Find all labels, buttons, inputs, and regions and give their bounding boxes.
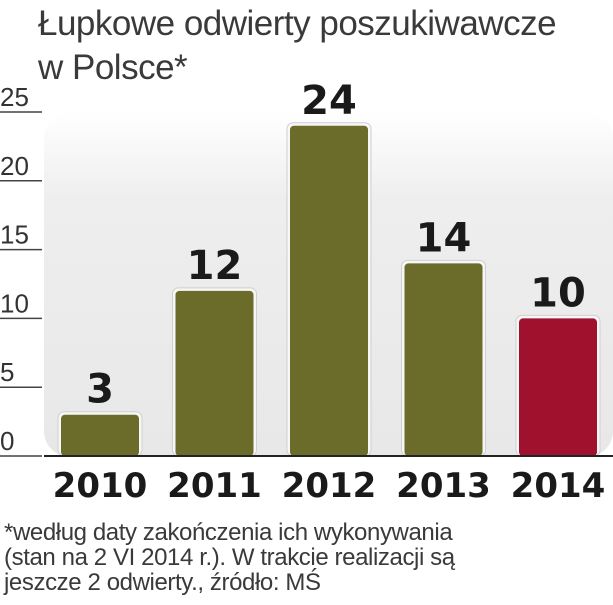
y-tick-label: 15 — [0, 220, 29, 250]
footnote-line1: *według daty zakończenia ich wykonywania — [4, 519, 453, 546]
footnote-line3: jeszcze 2 odwierty., źródło: MŚ — [4, 569, 321, 596]
chart-title-line1: Łupkowe odwierty poszukiwawcze — [38, 4, 557, 43]
x-tick-label-2014: 2014 — [511, 466, 606, 506]
y-tick-label: 20 — [0, 151, 29, 181]
x-tick-label-2010: 2010 — [53, 466, 148, 506]
footnote-line2: (stan na 2 VI 2014 r.). W trakcie realiz… — [4, 544, 455, 571]
y-tick-label: 5 — [0, 357, 14, 387]
y-tick-label: 10 — [0, 288, 29, 318]
bar-2011 — [175, 290, 254, 456]
bar-2013 — [404, 263, 483, 456]
footnote: *według daty zakończenia ich wykonywania… — [4, 520, 609, 595]
bar-2012 — [290, 125, 368, 456]
x-tick-label-2011: 2011 — [167, 466, 262, 506]
y-tick-label: 25 — [0, 82, 29, 112]
bar-2010 — [61, 414, 139, 456]
data-label-2014: 10 — [530, 270, 586, 316]
x-tick-label-2013: 2013 — [396, 466, 491, 506]
data-label-2013: 14 — [416, 215, 472, 261]
data-label-2012: 24 — [301, 78, 357, 124]
chart-title: Łupkowe odwierty poszukiwawcze w Polsce* — [38, 2, 557, 90]
bar-2014 — [519, 318, 597, 456]
data-label-2010: 3 — [86, 367, 114, 413]
data-label-2011: 12 — [187, 243, 243, 289]
chart-title-line2: w Polsce* — [38, 48, 188, 87]
y-tick-label: 0 — [0, 426, 14, 456]
x-tick-label-2012: 2012 — [282, 466, 377, 506]
